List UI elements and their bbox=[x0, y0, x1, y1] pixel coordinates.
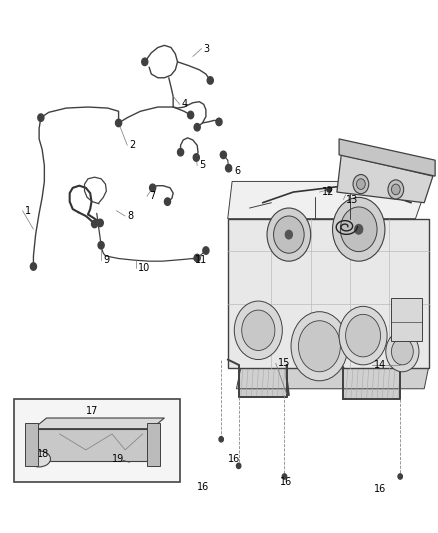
Bar bbox=[239, 365, 287, 397]
Text: 18: 18 bbox=[37, 449, 49, 458]
Circle shape bbox=[220, 151, 226, 159]
Circle shape bbox=[267, 208, 311, 261]
Polygon shape bbox=[33, 429, 151, 461]
Circle shape bbox=[355, 224, 363, 234]
Text: 14: 14 bbox=[374, 360, 386, 370]
Circle shape bbox=[242, 310, 275, 351]
Circle shape bbox=[194, 254, 200, 262]
Polygon shape bbox=[228, 219, 428, 368]
Circle shape bbox=[187, 111, 194, 119]
Circle shape bbox=[327, 187, 331, 192]
Circle shape bbox=[127, 459, 132, 465]
Polygon shape bbox=[228, 181, 428, 219]
Circle shape bbox=[346, 314, 381, 357]
Circle shape bbox=[340, 207, 377, 252]
Circle shape bbox=[177, 149, 184, 156]
Circle shape bbox=[298, 321, 340, 372]
Circle shape bbox=[392, 184, 400, 195]
Text: 10: 10 bbox=[138, 263, 151, 273]
Text: 1: 1 bbox=[25, 206, 31, 216]
Text: 12: 12 bbox=[321, 187, 334, 197]
Text: 19: 19 bbox=[112, 454, 124, 464]
Circle shape bbox=[286, 230, 292, 239]
Text: 16: 16 bbox=[280, 477, 293, 487]
Circle shape bbox=[274, 216, 304, 253]
Text: 7: 7 bbox=[149, 191, 155, 201]
Polygon shape bbox=[147, 423, 160, 466]
Circle shape bbox=[219, 437, 223, 442]
Polygon shape bbox=[337, 155, 433, 203]
Circle shape bbox=[237, 463, 241, 469]
Text: 5: 5 bbox=[199, 160, 205, 171]
Circle shape bbox=[207, 77, 213, 84]
Text: 16: 16 bbox=[374, 484, 386, 494]
Circle shape bbox=[121, 458, 125, 463]
Circle shape bbox=[234, 301, 283, 360]
Text: 6: 6 bbox=[234, 166, 240, 176]
Text: 2: 2 bbox=[130, 140, 136, 150]
Ellipse shape bbox=[28, 451, 50, 467]
Circle shape bbox=[291, 312, 348, 381]
Polygon shape bbox=[339, 139, 435, 176]
Circle shape bbox=[353, 174, 369, 193]
Circle shape bbox=[38, 114, 44, 122]
Circle shape bbox=[226, 165, 232, 172]
Circle shape bbox=[357, 179, 365, 189]
Circle shape bbox=[164, 198, 170, 205]
Text: 3: 3 bbox=[204, 44, 210, 53]
Text: 15: 15 bbox=[278, 358, 290, 368]
Circle shape bbox=[134, 459, 138, 465]
Text: 13: 13 bbox=[346, 195, 358, 205]
Text: 9: 9 bbox=[103, 255, 110, 265]
Circle shape bbox=[388, 180, 404, 199]
Circle shape bbox=[339, 306, 387, 365]
Circle shape bbox=[150, 184, 155, 191]
Polygon shape bbox=[33, 418, 164, 429]
Circle shape bbox=[283, 474, 287, 479]
Circle shape bbox=[98, 241, 104, 249]
Circle shape bbox=[332, 197, 385, 261]
Circle shape bbox=[193, 154, 199, 161]
Polygon shape bbox=[25, 423, 38, 466]
Bar bbox=[392, 298, 422, 341]
Text: 4: 4 bbox=[182, 99, 188, 109]
Circle shape bbox=[386, 332, 419, 372]
Bar bbox=[14, 399, 180, 482]
Circle shape bbox=[398, 474, 403, 479]
Circle shape bbox=[392, 338, 413, 365]
Circle shape bbox=[97, 219, 103, 227]
Text: 16: 16 bbox=[228, 454, 240, 464]
Circle shape bbox=[116, 119, 122, 127]
Circle shape bbox=[216, 118, 222, 126]
Text: 17: 17 bbox=[86, 406, 98, 416]
Circle shape bbox=[92, 220, 98, 228]
Text: 8: 8 bbox=[127, 211, 134, 221]
Text: 11: 11 bbox=[195, 255, 207, 264]
Circle shape bbox=[203, 247, 209, 254]
Text: 16: 16 bbox=[197, 482, 209, 492]
Circle shape bbox=[142, 58, 148, 66]
Bar bbox=[343, 368, 400, 399]
Polygon shape bbox=[237, 368, 428, 389]
Circle shape bbox=[194, 124, 200, 131]
Circle shape bbox=[30, 263, 36, 270]
